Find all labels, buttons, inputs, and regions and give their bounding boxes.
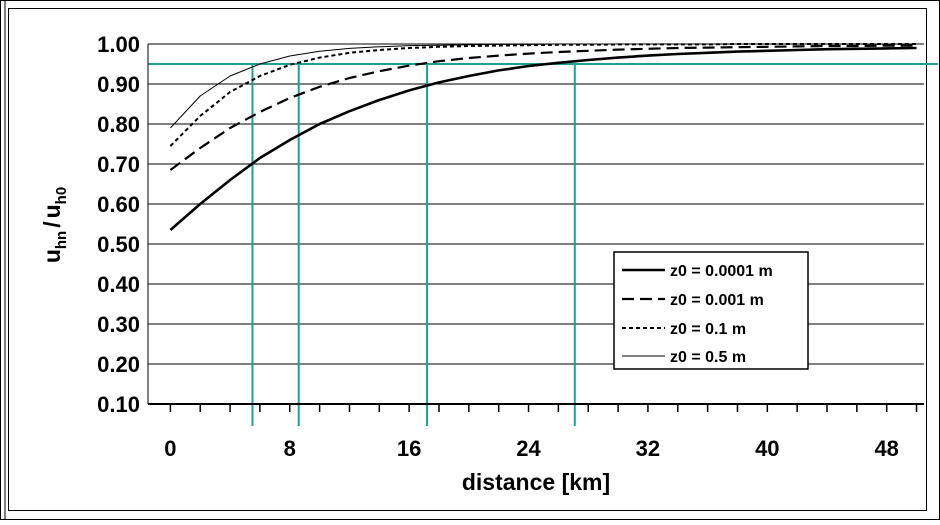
legend-label: z0 = 0.5 m	[670, 349, 746, 366]
y-tick-label: 0.80	[97, 112, 140, 137]
x-tick-label: 32	[636, 436, 660, 461]
legend: z0 = 0.0001 m z0 = 0.001 m z0 = 0.1 m z0…	[613, 251, 809, 370]
legend-item: z0 = 0.1 m	[622, 321, 746, 338]
x-axis-title: distance [km]	[462, 469, 610, 495]
legend-item: z0 = 0.001 m	[622, 292, 764, 309]
series-line-solid-thick	[169, 46, 917, 231]
legend-item: z0 = 0.0001 m	[622, 263, 773, 280]
y-axis-title-sub1: hn	[53, 231, 70, 249]
legend-label: z0 = 0.1 m	[670, 321, 746, 338]
y-tick-label: 0.20	[97, 352, 140, 377]
legend-label: z0 = 0.0001 m	[670, 263, 773, 280]
y-tick-label: 0.40	[97, 272, 140, 297]
x-tick-labels: 0 8 16 24 32 40 48	[164, 436, 899, 461]
y-axis-title-main: u	[39, 249, 65, 263]
y-tick-label: 0.10	[97, 392, 140, 417]
y-tick-label: 0.60	[97, 192, 140, 217]
y-axis-title: uhn/uh0	[39, 187, 70, 263]
x-tick-label: 0	[164, 436, 176, 461]
series-line-long-dash	[169, 44, 917, 171]
y-tick-labels: 0.10 0.20 0.30 0.40 0.50 0.60 0.70 0.80 0.90 1.00	[97, 32, 140, 417]
axes	[147, 44, 924, 412]
x-tick-label: 40	[755, 436, 779, 461]
y-tick-label: 0.70	[97, 152, 140, 177]
x-tick-label: 24	[516, 436, 541, 461]
legend-label: z0 = 0.001 m	[670, 292, 764, 309]
series-line-short-dash	[169, 43, 917, 147]
series-line-thin	[170, 43, 917, 129]
x-tick-label: 8	[284, 436, 296, 461]
legend-item: z0 = 0.5 m	[622, 349, 746, 366]
y-tick-label: 0.90	[97, 72, 140, 97]
y-axis-title-slash: /	[39, 221, 65, 228]
legend-box	[613, 251, 809, 370]
reference-lines	[148, 63, 938, 426]
x-tick-label: 48	[874, 436, 898, 461]
y-tick-label: 0.30	[97, 312, 140, 337]
y-axis-title-sub2: h0	[53, 187, 70, 205]
y-tick-label: 0.50	[97, 232, 140, 257]
y-axis-title-main2: u	[39, 204, 65, 218]
chart-area-border	[8, 8, 927, 511]
x-tick-label: 16	[397, 436, 421, 461]
y-tick-label: 1.00	[97, 32, 140, 57]
series-lines	[169, 43, 917, 231]
